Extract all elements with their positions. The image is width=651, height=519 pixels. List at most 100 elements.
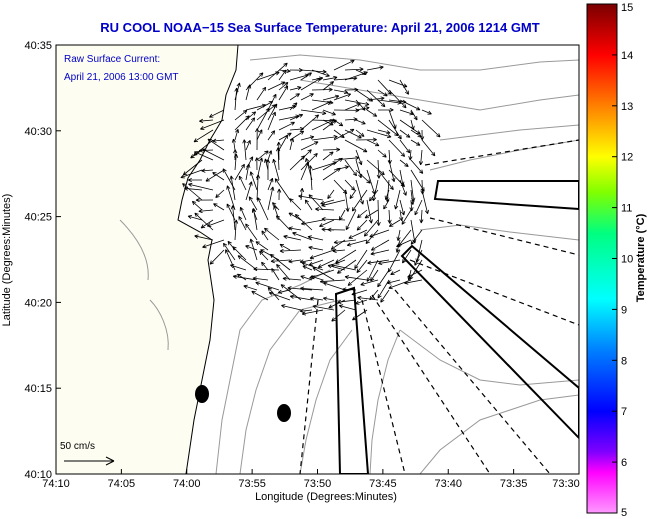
current-vector [356,259,368,273]
current-vector [275,215,291,231]
current-vector [390,269,401,275]
x-tick-label: 74:00 [173,478,201,490]
current-vector [311,87,333,92]
current-vector [252,276,269,281]
current-vector [292,231,313,241]
current-vector [300,161,310,181]
current-vector [300,114,320,131]
current-vector [421,119,441,138]
current-vector [264,227,280,241]
current-vector [377,269,390,288]
current-vector [276,147,281,171]
current-vector [238,216,247,231]
current-vector [421,189,429,215]
current-vector [311,69,330,77]
current-vector [366,259,379,282]
current-vector [399,159,409,167]
current-vector [289,93,300,101]
current-vector [410,139,421,146]
overlay-line2: April 21, 2006 13:00 GMT [64,72,179,83]
current-vector [399,199,406,216]
current-vector [357,295,379,301]
current-vector [233,149,238,161]
current-vector [249,171,258,191]
current-vector [388,139,406,157]
current-vector [255,281,280,291]
current-vector [301,219,324,226]
current-vector [418,149,424,166]
current-vector [248,196,258,211]
current-vector [267,186,275,211]
current-vector [193,129,214,143]
current-vector [195,198,214,203]
current-vector [300,149,312,161]
current-vector [344,67,364,72]
current-vector [388,79,408,88]
current-vector [410,159,424,174]
current-vector [352,309,368,321]
current-vector [187,215,203,221]
current-vector [355,169,371,184]
current-vector [300,72,312,81]
current-vector [333,128,355,141]
current-vector [201,148,225,161]
current-vector [300,141,319,151]
current-vector [194,212,214,231]
current-vector [317,259,335,268]
current-vector [333,89,349,95]
current-vector [321,199,346,207]
current-vector [399,129,411,138]
current-vector [366,89,386,108]
y-axis-ticks: 40:35 40:30 40:25 40:20 40:15 40:10 [24,40,61,481]
colorbar-tick-label: 8 [621,355,627,367]
current-vector [243,284,258,291]
colorbar-tick-label: 14 [621,50,633,62]
current-vector [351,189,368,212]
colorbar-tick-label: 11 [621,203,632,215]
land-mass [56,45,239,474]
current-vector [377,107,394,113]
current-vector [307,235,324,241]
current-vector [370,239,390,251]
current-vector [223,242,236,261]
current-vector [267,62,288,81]
current-vector [335,249,357,264]
current-vector [215,189,225,198]
current-vector [354,249,368,270]
current-vector [182,183,203,201]
current-vector [337,299,357,304]
x-axis-ticks: 74:10 74:05 74:00 73:55 73:50 73:45 73:40 73:35… [42,469,580,490]
station-marker [195,385,209,403]
current-vector [301,261,324,271]
current-vector [267,130,276,141]
current-vector [268,291,291,301]
current-vector [256,150,269,161]
current-vector [300,93,314,101]
current-vector [232,274,258,281]
current-vector [344,139,368,153]
current-vector [348,229,368,239]
current-vector [378,259,401,266]
current-vector [347,269,368,286]
current-vector [193,151,214,161]
current-vector [230,264,247,271]
current-vector [399,79,409,95]
current-vector [333,59,355,71]
current-vector [267,150,273,161]
current-vector [410,119,415,130]
current-vector [360,279,379,286]
current-vector [311,134,338,141]
current-vector [333,129,345,139]
current-vector [270,259,291,264]
x-tick-label: 73:50 [304,478,332,490]
current-vector [278,134,288,151]
current-vector [300,153,318,171]
current-vector [180,169,203,179]
current-vector [366,96,385,101]
current-vector [355,299,368,305]
current-vector [342,287,357,292]
colorbar-ticks: 15 14 13 12 11 10 9 8 7 6 5 [612,2,633,519]
current-vector [194,234,214,241]
current-vector [225,249,236,271]
x-axis-label: Longitude (Degrees:Minutes) [255,491,397,503]
